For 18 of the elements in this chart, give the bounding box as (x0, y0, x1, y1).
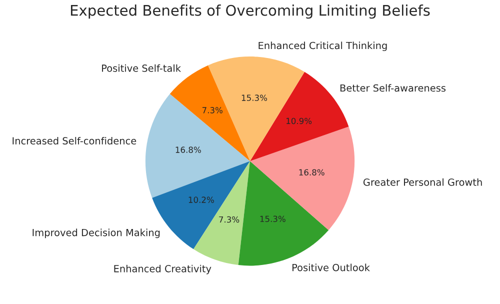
data-label: 10.2% (188, 196, 214, 203)
chart-title: Expected Benefits of Overcoming Limiting Beliefs (70, 4, 430, 19)
slice-label: Better Self-awareness (340, 84, 446, 92)
data-label: 7.3% (219, 216, 240, 223)
slice-label: Enhanced Critical Thinking (258, 42, 387, 52)
slice-label: Improved Decision Making (32, 228, 160, 238)
data-label: 15.3% (242, 94, 268, 101)
pie-slice (250, 126, 355, 230)
slice-label: Greater Personal Growth (363, 178, 482, 186)
data-label: 16.8% (299, 169, 324, 176)
data-label: 7.3% (202, 107, 222, 114)
slice-label: Positive Self-talk (102, 64, 181, 72)
slice-label: Enhanced Creativity (114, 264, 212, 274)
slice-label: Positive Outlook (292, 264, 370, 272)
data-label: 16.8% (176, 146, 201, 153)
slice-label: Increased Self-confidence (12, 136, 136, 144)
data-label: 10.9% (286, 118, 312, 124)
data-label: 15.3% (260, 216, 286, 222)
